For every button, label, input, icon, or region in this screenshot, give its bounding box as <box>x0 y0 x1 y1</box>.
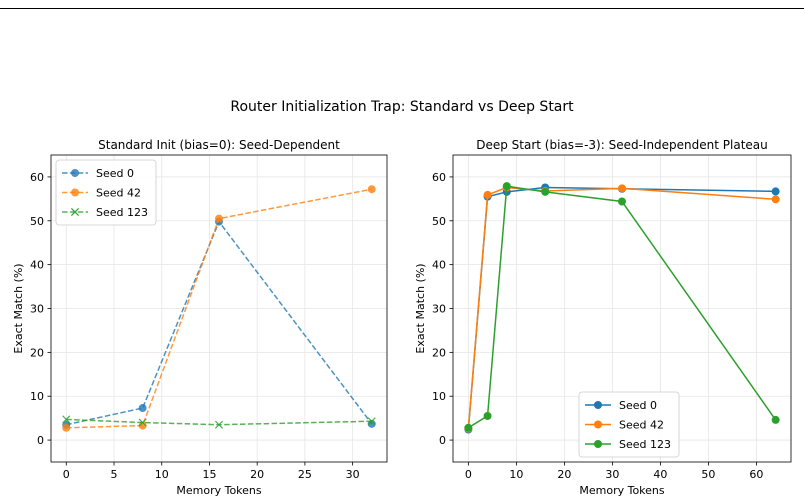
x-tick-label: 15 <box>202 468 216 481</box>
y-tick-label: 60 <box>30 171 44 184</box>
legend-label: Seed 123 <box>96 206 148 219</box>
x-tick-label: 0 <box>63 468 70 481</box>
legend-marker <box>70 207 80 217</box>
data-point <box>367 417 376 426</box>
y-tick-label: 40 <box>30 259 44 272</box>
x-axis-label: Memory Tokens <box>579 484 665 497</box>
x-tick-label: 30 <box>605 468 619 481</box>
y-tick-label: 30 <box>432 303 446 316</box>
x-tick-label: 10 <box>155 468 169 481</box>
data-point <box>771 187 780 196</box>
x-tick-label: 10 <box>509 468 523 481</box>
legend: Seed 0 Seed 42 Seed 123 <box>55 159 157 226</box>
right-subplot: 0 10 20 30 40 50 60 0 10 20 30 40 50 60 Deep Start (bi… <box>414 138 792 497</box>
x-tick-label: 50 <box>701 468 715 481</box>
y-tick-label: 50 <box>432 215 446 228</box>
x-tick-label: 60 <box>749 468 763 481</box>
y-tick-label: 60 <box>432 171 446 184</box>
top-border-line <box>0 8 804 9</box>
y-tick-label: 30 <box>30 303 44 316</box>
series-line <box>467 185 777 429</box>
data-point <box>483 190 492 199</box>
y-tick-label: 20 <box>30 346 44 359</box>
data-point <box>464 423 473 432</box>
series-line <box>66 220 373 426</box>
subplot-title: Standard Init (bias=0): Seed-Dependent <box>98 138 340 152</box>
subplot-title: Deep Start (bias=-3): Seed-Independent P… <box>476 138 768 152</box>
legend-marker <box>71 169 79 177</box>
legend-label: Seed 123 <box>619 438 671 451</box>
y-tick-label: 40 <box>432 259 446 272</box>
data-point <box>62 415 71 424</box>
y-tick-label: 50 <box>30 215 44 228</box>
axes-frame <box>452 154 792 463</box>
x-tick-label: 0 <box>465 468 472 481</box>
legend-label: Seed 0 <box>96 167 134 180</box>
x-tick-label: 5 <box>111 468 118 481</box>
x-tick-label: 40 <box>653 468 667 481</box>
legend-label: Seed 0 <box>619 399 657 412</box>
data-point <box>138 404 147 413</box>
data-point <box>502 182 511 191</box>
data-point <box>771 415 780 424</box>
data-point <box>214 420 224 429</box>
data-point <box>138 418 147 427</box>
y-tick-label: 0 <box>439 434 446 447</box>
y-tick-label: 20 <box>432 346 446 359</box>
x-tick-label: 20 <box>250 468 264 481</box>
data-point <box>618 197 626 206</box>
legend-box <box>578 391 680 458</box>
y-tick-label: 10 <box>30 390 44 403</box>
series-line <box>66 188 372 429</box>
legend-label: Seed 42 <box>619 419 664 432</box>
y-tick-label: 0 <box>37 434 44 447</box>
legend: Seed 0 Seed 42 Seed 123 <box>578 391 680 458</box>
x-axis-label: Memory Tokens <box>176 484 262 497</box>
y-tick-label: 10 <box>432 390 446 403</box>
data-point <box>771 195 780 204</box>
data-point <box>483 411 492 420</box>
legend-label: Seed 42 <box>96 187 141 200</box>
legend-marker <box>71 188 79 197</box>
y-axis-label: Exact Match (%) <box>12 263 25 353</box>
x-tick-label: 25 <box>298 468 312 481</box>
data-point <box>215 214 223 223</box>
legend-marker <box>594 420 602 429</box>
data-point <box>138 421 147 430</box>
data-point <box>618 184 626 193</box>
axes-frame <box>50 154 388 463</box>
legend-marker <box>594 401 602 409</box>
legend-marker <box>594 440 602 448</box>
series-line <box>66 418 372 426</box>
left-subplot: 0 5 10 15 20 25 30 0 10 20 30 40 50 60 Standard Init (… <box>12 138 388 497</box>
data-point <box>541 187 550 196</box>
data-point <box>367 185 376 194</box>
x-tick-label: 30 <box>346 468 360 481</box>
legend-box <box>55 159 157 226</box>
x-tick-label: 20 <box>557 468 571 481</box>
figure-suptitle: Router Initialization Trap: Standard vs … <box>230 99 574 115</box>
data-point <box>62 423 71 432</box>
y-axis-label: Exact Match (%) <box>414 263 427 353</box>
